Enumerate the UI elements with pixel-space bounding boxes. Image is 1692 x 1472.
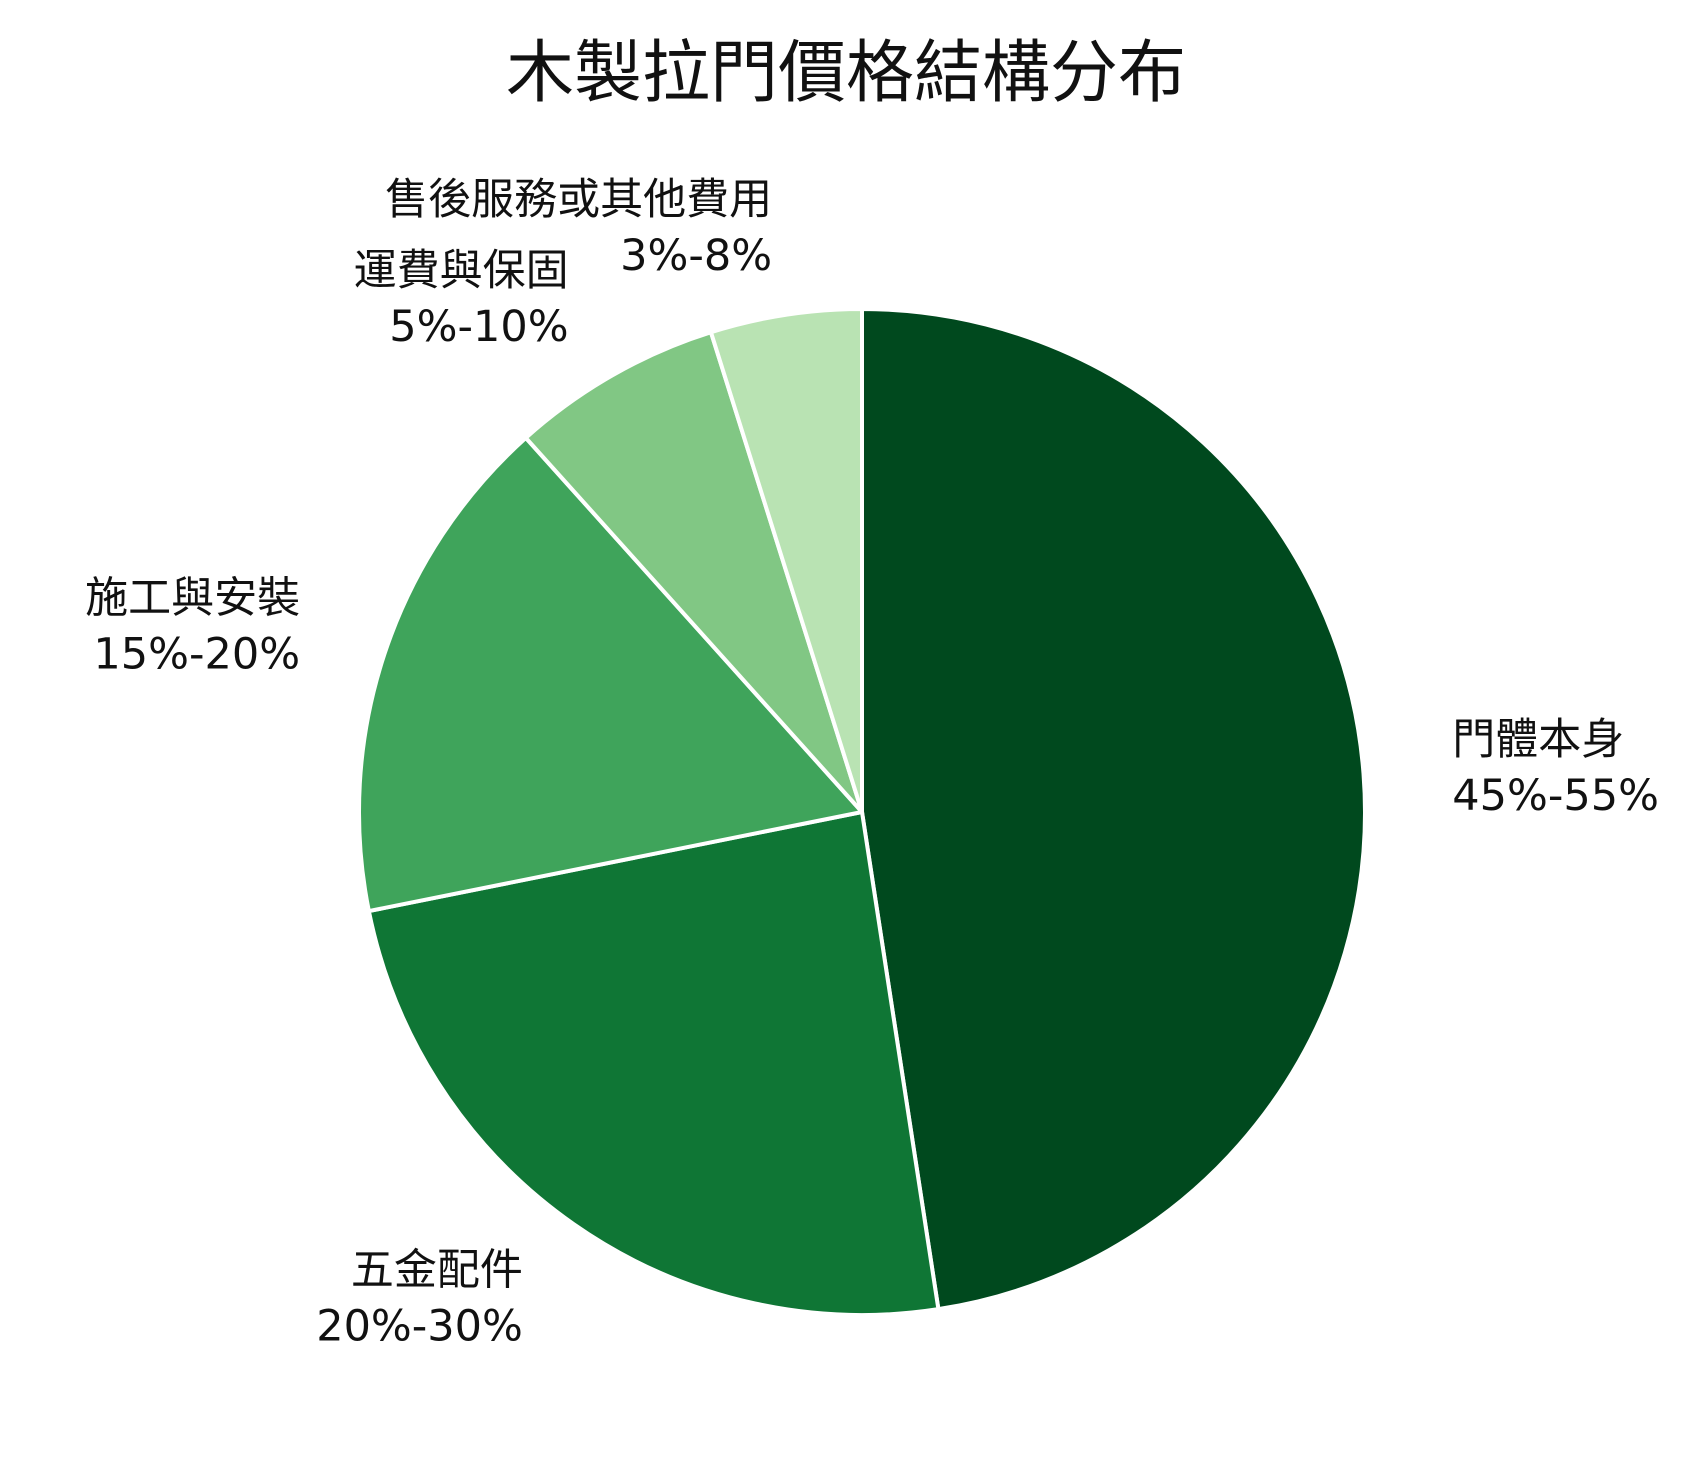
pie-slice (708, 307, 864, 814)
pie-labels: 門體本身 45%-55% 五金配件 20%-30% 施工與安裝 15%-20% 運費與保固 5… (85, 175, 1659, 1351)
slice-label-range: 3%-8% (620, 231, 772, 281)
chart-title: 木製拉門價格結構分布 (506, 34, 1186, 113)
slice-label-range: 15%-20% (93, 630, 300, 680)
pie-slice (366, 810, 941, 1317)
slice-label-range: 20%-30% (316, 1301, 523, 1351)
slice-label: 施工與安裝 15%-20% (85, 574, 300, 680)
slice-label-range: 45%-55% (1452, 771, 1659, 821)
slice-label-name: 售後服務或其他費用 (385, 175, 772, 225)
pie-slice (523, 330, 864, 814)
slice-label: 五金配件 20%-30% (316, 1245, 523, 1351)
pie-slice (357, 435, 864, 914)
slice-label-name: 運費與保固 (354, 246, 569, 296)
slice-label-name: 五金配件 (351, 1245, 523, 1295)
pie-slices (357, 307, 1367, 1317)
slice-label-range: 5%-10% (389, 302, 568, 352)
slice-label: 門體本身 45%-55% (1452, 715, 1659, 821)
pie-slice (860, 307, 1367, 1312)
slice-label-name: 門體本身 (1452, 715, 1624, 765)
slice-label-name: 施工與安裝 (85, 574, 300, 624)
slice-label: 運費與保固 5%-10% (354, 246, 569, 352)
slice-label: 售後服務或其他費用 3%-8% (385, 175, 772, 281)
